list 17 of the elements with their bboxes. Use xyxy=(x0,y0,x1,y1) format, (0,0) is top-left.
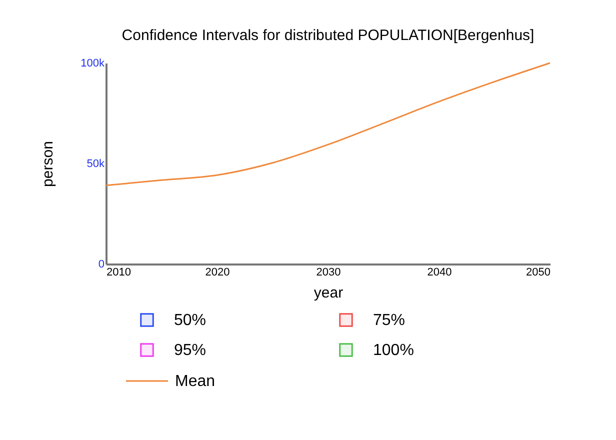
x-axis-title: year xyxy=(314,284,344,302)
legend-label: Mean xyxy=(175,373,216,390)
x-tick-label: 2030 xyxy=(316,266,341,278)
y-tick-label: 50k xyxy=(86,158,105,170)
x-tick-label: 2010 xyxy=(106,266,131,278)
x-tick-label: 2020 xyxy=(205,266,230,278)
legend-label: 100% xyxy=(373,342,414,359)
y-tick-label: 0 xyxy=(98,258,104,270)
x-tick-label: 2040 xyxy=(427,266,452,278)
y-axis-title: person xyxy=(40,141,57,187)
legend-label: 75% xyxy=(373,312,406,329)
x-tick-label: 2050 xyxy=(526,266,550,278)
legend-label: 50% xyxy=(174,312,206,329)
line-series xyxy=(105,62,551,186)
legend-label: 95% xyxy=(174,342,206,359)
chart-title: Confidence Intervals for distributed POPULATION[Bergenhus] xyxy=(122,27,534,44)
y-tick-label: 100k xyxy=(80,58,105,70)
